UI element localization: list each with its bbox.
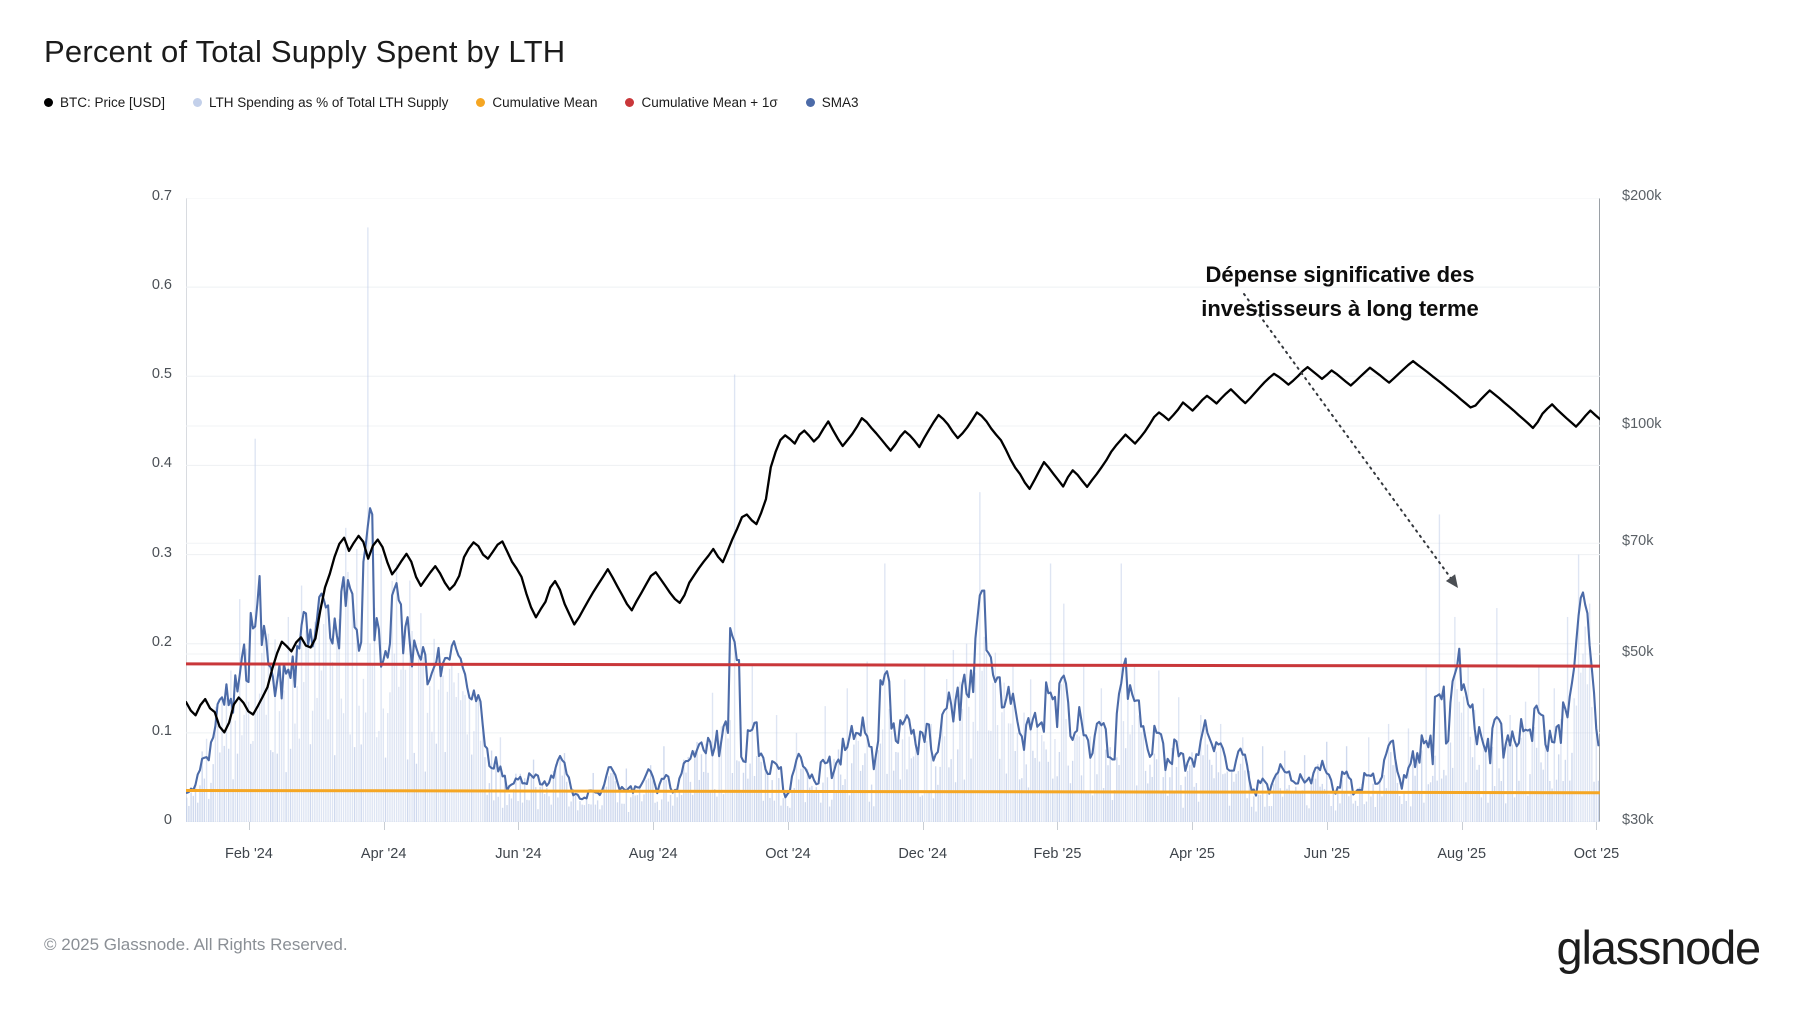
- plot-background: [186, 198, 1600, 822]
- chart-legend: BTC: Price [USD] LTH Spending as % of Tot…: [44, 96, 887, 110]
- x-axis-tick-mark: [1326, 822, 1328, 830]
- x-axis-tick-label: Dec '24: [898, 846, 948, 862]
- y-axis-left-tick-label: 0.7: [151, 188, 172, 204]
- legend-item-2[interactable]: Cumulative Mean: [476, 96, 597, 110]
- plot-right-axis-line: [1599, 198, 1600, 822]
- y-axis-left-tick-label: 0.1: [151, 722, 172, 739]
- x-axis-tick-label: Apr '25: [1169, 846, 1215, 862]
- y-axis-left-tick-label: 0.5: [151, 366, 172, 383]
- chart-canvas: [186, 198, 1600, 822]
- legend-label: LTH Spending as % of Total LTH Supply: [209, 95, 449, 110]
- footer-logo: glassnode: [1556, 921, 1762, 974]
- y-axis-right-tick-label: $200k: [1622, 188, 1662, 204]
- chart-annotation: Dépense significative des investisseurs …: [1160, 258, 1520, 326]
- y-axis-left-tick-label: 0.2: [151, 633, 172, 650]
- x-axis-tick-label: Feb '25: [1033, 846, 1082, 862]
- y-axis-left-tick-label: 0.6: [151, 277, 172, 294]
- plot-left-axis-line: [186, 198, 187, 822]
- x-axis-tick-mark: [1192, 822, 1194, 830]
- x-axis-tick-label: Jun '25: [1303, 846, 1351, 862]
- legend-item-1[interactable]: LTH Spending as % of Total LTH Supply: [193, 96, 448, 110]
- x-axis-tick-label: Aug '25: [1437, 846, 1487, 862]
- x-axis-tick-label: Feb '24: [224, 846, 273, 862]
- x-axis-tick-mark: [248, 822, 250, 830]
- legend-label: Cumulative Mean + 1σ: [641, 95, 778, 110]
- legend-swatch-icon: [476, 98, 486, 108]
- legend-item-3[interactable]: Cumulative Mean + 1σ: [625, 95, 778, 110]
- x-axis-tick-label: Apr '24: [360, 846, 407, 862]
- plot-area: [186, 198, 1600, 822]
- x-axis-tick-label: Jun '24: [495, 846, 542, 862]
- x-axis-tick-mark: [383, 822, 385, 830]
- legend-label: Cumulative Mean: [492, 95, 598, 110]
- footer-copyright: © 2025 Glassnode. All Rights Reserved.: [44, 935, 348, 954]
- legend-swatch-icon: [193, 98, 203, 108]
- annotation-line-1: Dépense significative des: [1205, 262, 1475, 287]
- x-axis-tick-label: Oct '24: [765, 846, 811, 862]
- x-axis-tick-mark: [1461, 822, 1463, 830]
- x-axis-tick-mark: [787, 822, 789, 830]
- legend-swatch-icon: [44, 98, 53, 108]
- x-axis-tick-mark: [518, 822, 520, 830]
- x-axis-tick-mark: [922, 822, 924, 830]
- legend-item-0[interactable]: BTC: Price [USD]: [44, 96, 165, 110]
- x-axis-tick-label: Aug '24: [628, 846, 678, 862]
- page-title: Percent of Total Supply Spent by LTH: [44, 34, 566, 69]
- y-axis-left-tick-label: 0.4: [151, 455, 172, 472]
- x-axis-tick-mark: [1057, 822, 1059, 830]
- y-axis-right-tick-label: $70k: [1622, 533, 1654, 550]
- annotation-line-2: investisseurs à long terme: [1201, 296, 1479, 322]
- y-axis-left-tick-label: 0.3: [151, 544, 172, 561]
- y-axis-left-tick-label: 0: [163, 812, 172, 828]
- legend-swatch-icon: [625, 98, 635, 108]
- x-axis-tick-mark: [1596, 822, 1598, 830]
- legend-swatch-icon: [805, 98, 815, 108]
- y-axis-right-tick-label: $30k: [1622, 812, 1654, 828]
- legend-label: SMA3: [821, 95, 859, 110]
- x-axis-tick-label: Oct '25: [1573, 846, 1620, 862]
- x-axis-tick-mark: [653, 822, 655, 830]
- legend-item-4[interactable]: SMA3: [805, 95, 859, 110]
- y-axis-right-tick-label: $100k: [1622, 415, 1662, 432]
- legend-label: BTC: Price [USD]: [60, 95, 166, 110]
- y-axis-right-tick-label: $50k: [1622, 643, 1654, 660]
